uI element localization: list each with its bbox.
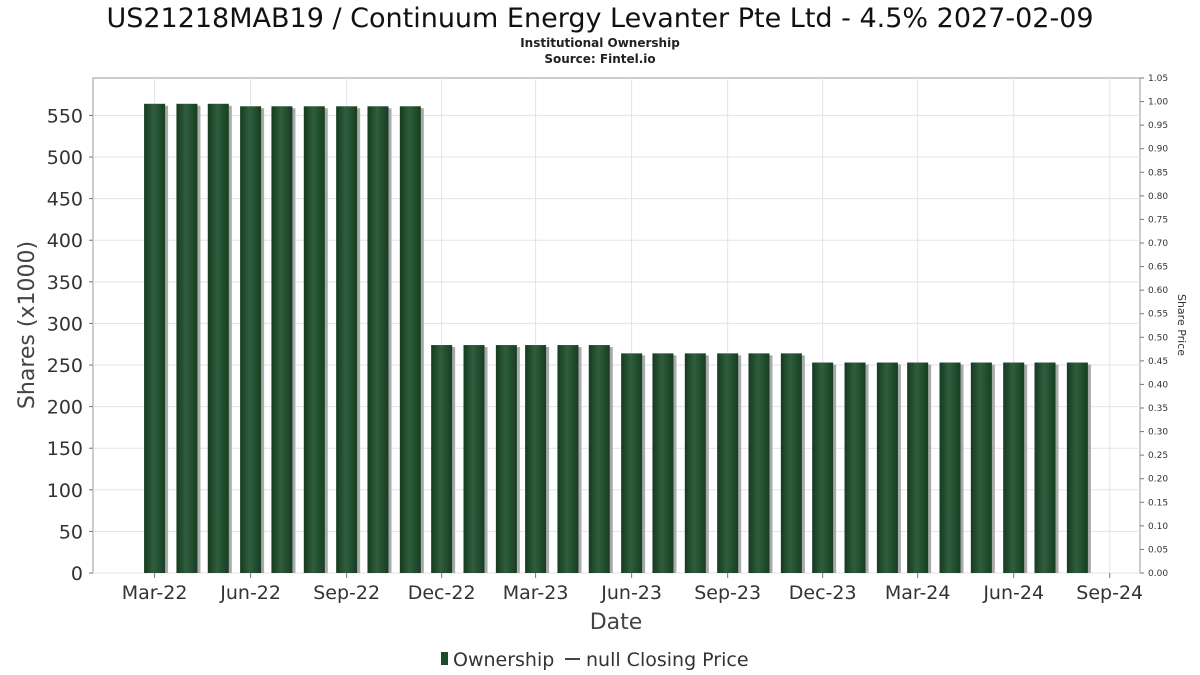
y2-tick-label: 0.05 bbox=[1148, 545, 1168, 555]
x-tick-label: Sep-24 bbox=[1076, 582, 1143, 604]
y-tick-label: 0 bbox=[71, 563, 83, 585]
y2-tick-label: 0.30 bbox=[1148, 428, 1168, 438]
ownership-bar bbox=[303, 106, 325, 574]
plot-area bbox=[92, 77, 1141, 574]
y2-tick-label: 0.65 bbox=[1148, 263, 1168, 273]
y2-tick-label: 0.90 bbox=[1148, 145, 1168, 155]
x-tick-label: Mar-22 bbox=[122, 582, 188, 604]
ownership-bar bbox=[176, 103, 198, 573]
y2-tick-label: 0.70 bbox=[1148, 239, 1168, 249]
y2-tick-label: 0.35 bbox=[1148, 404, 1168, 414]
ownership-bar bbox=[876, 362, 898, 573]
y2-tick-label: 0.20 bbox=[1148, 475, 1168, 485]
ownership-bar bbox=[1034, 362, 1056, 573]
y2-tick-label: 0.10 bbox=[1148, 522, 1168, 532]
ownership-bar bbox=[812, 362, 834, 573]
x-tick-label: Dec-22 bbox=[408, 582, 476, 604]
y2-tick-label: 0.75 bbox=[1148, 215, 1168, 225]
y-axis-label: Shares (x1000) bbox=[15, 241, 40, 409]
x-tick-label: Jun-22 bbox=[219, 582, 281, 604]
ownership-bar bbox=[336, 106, 358, 574]
ownership-bar bbox=[525, 345, 547, 573]
ownership-bar bbox=[463, 345, 485, 573]
ownership-bar bbox=[431, 345, 453, 573]
y-tick-label: 100 bbox=[47, 480, 83, 502]
y2-tick-label: 0.50 bbox=[1148, 333, 1168, 343]
y2-tick-label: 1.00 bbox=[1148, 98, 1168, 108]
y-tick-label: 350 bbox=[47, 272, 83, 294]
ownership-bar bbox=[1066, 362, 1088, 573]
x-tick-label: Mar-23 bbox=[503, 582, 569, 604]
ownership-bar bbox=[970, 362, 992, 573]
y-tick-label: 300 bbox=[47, 313, 83, 335]
ownership-bar bbox=[907, 362, 929, 573]
y2-tick-label: 0.40 bbox=[1148, 380, 1168, 390]
y2-tick-label: 0.60 bbox=[1148, 286, 1168, 296]
ownership-bar bbox=[207, 103, 229, 573]
y2-tick-label: 0.15 bbox=[1148, 498, 1168, 508]
y-tick-label: 400 bbox=[47, 230, 83, 252]
ownership-bar bbox=[652, 353, 674, 573]
ownership-bars bbox=[144, 103, 1091, 574]
y2-tick-label: 0.85 bbox=[1148, 168, 1168, 178]
chart-title: US21218MAB19 / Continuum Energy Levanter… bbox=[106, 3, 1093, 34]
x-tick-label: Sep-23 bbox=[694, 582, 761, 604]
ownership-bar bbox=[684, 353, 706, 573]
y2-tick-label: 0.95 bbox=[1148, 121, 1168, 131]
y-tick-label: 250 bbox=[47, 355, 83, 377]
y-axis-right: 0.00 0.05 0.10 0.15 0.20 0.25 0.30 0.35 0.40 0.45… bbox=[1140, 74, 1168, 579]
y-tick-label: 50 bbox=[59, 521, 83, 543]
ownership-bar bbox=[399, 106, 421, 574]
legend-closing-price-label: null Closing Price bbox=[586, 649, 749, 671]
ownership-bar bbox=[271, 106, 293, 574]
y-tick-label: 200 bbox=[47, 397, 83, 419]
legend-ownership-label: Ownership bbox=[453, 649, 554, 671]
y2-tick-label: 0.45 bbox=[1148, 357, 1168, 367]
legend: Ownership null Closing Price bbox=[441, 649, 749, 671]
y-tick-label: 450 bbox=[47, 189, 83, 211]
y-axis-left: 0 50 100 150 200 250 300 350 400 450 500 550 bbox=[47, 105, 93, 585]
y2-tick-label: 0.80 bbox=[1148, 192, 1168, 202]
chart-subtitle-line-1: Institutional Ownership bbox=[520, 36, 680, 50]
ownership-bar bbox=[240, 106, 262, 574]
ownership-bar bbox=[844, 362, 866, 573]
x-tick-label: Jun-23 bbox=[600, 582, 662, 604]
ownership-bar bbox=[717, 353, 739, 573]
x-tick-label: Sep-22 bbox=[313, 582, 380, 604]
ownership-bar bbox=[1003, 362, 1025, 573]
ownership-bar bbox=[780, 353, 802, 573]
ownership-bar bbox=[144, 103, 166, 573]
y2-tick-label: 0.55 bbox=[1148, 310, 1168, 320]
y-tick-label: 550 bbox=[47, 105, 83, 127]
y-tick-label: 500 bbox=[47, 147, 83, 169]
y2-tick-label: 0.00 bbox=[1148, 569, 1168, 579]
y2-tick-label: 1.05 bbox=[1148, 74, 1168, 84]
legend-ownership-swatch bbox=[441, 652, 448, 665]
ownership-bar bbox=[495, 345, 517, 573]
x-tick-label: Dec-23 bbox=[789, 582, 857, 604]
ownership-bar bbox=[588, 345, 610, 573]
x-tick-label: Mar-24 bbox=[885, 582, 951, 604]
x-axis-label: Date bbox=[590, 610, 643, 635]
y2-axis-label: Share Price bbox=[1175, 294, 1188, 356]
x-tick-label: Jun-24 bbox=[982, 582, 1044, 604]
x-axis: Mar-22 Jun-22 Sep-22 Dec-22 Mar-23 Jun-23 Sep-… bbox=[122, 573, 1143, 604]
ownership-bar bbox=[557, 345, 579, 573]
ownership-bar bbox=[939, 362, 961, 573]
y-tick-label: 150 bbox=[47, 438, 83, 460]
ownership-bar bbox=[621, 353, 643, 573]
y2-tick-label: 0.25 bbox=[1148, 451, 1168, 461]
chart-subtitle-line-2: Source: Fintel.io bbox=[544, 52, 655, 66]
ownership-bar bbox=[748, 353, 770, 573]
ownership-bar bbox=[367, 106, 389, 574]
